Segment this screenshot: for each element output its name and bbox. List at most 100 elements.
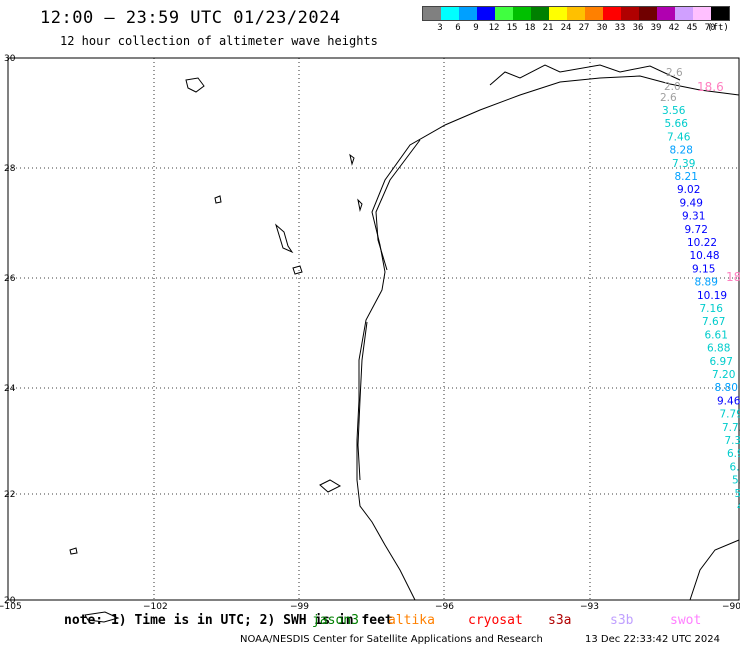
satellite-label-altika: altika [388,613,435,628]
island-2 [275,223,294,254]
swh-label: 4. [737,501,740,513]
footer-note: note: 1) Time is in UTC; 2) SWH is in fe… [64,613,393,628]
y-tick-label: 26 [4,274,16,284]
yucatan-coast [689,539,740,601]
swh-label-faded: 2.6 [660,92,677,104]
lat-lon-grid [8,58,739,600]
island-3 [84,611,120,623]
legend-label: 42 [668,23,680,33]
swh-label: 5. [735,488,740,500]
x-tick-label: −105 [0,602,22,612]
island-4 [69,547,78,555]
y-tick-label: 24 [4,384,16,394]
swh-label: 7.20 [712,369,735,381]
legend-swatch [477,7,495,20]
legend-swatch [513,7,531,20]
legend-swatch [711,7,729,20]
satellite-label-swot: swot [670,613,702,628]
tick-labels: −105 −102 −99 −96 −93 −90 30 28 26 24 22… [0,54,740,612]
legend-swatch [531,7,549,20]
legend-label: 3 [437,23,443,33]
island-5 [319,479,342,493]
legend-label: 70 [704,23,716,33]
swh-label: 5.66 [665,118,689,130]
laguna-madre-shore [357,321,368,481]
swh-label-pink: 18 [726,270,740,284]
y-tick-label: 30 [4,54,16,64]
lake-2 [214,195,222,204]
swh-label: 8.80 [715,382,738,394]
swh-label: 8.28 [670,145,693,157]
swh-label: 6.97 [710,356,733,368]
altimeter-track: 3.565.667.46 8.287.398.219.029.49 9.319.72… [662,105,740,526]
swh-label: 9.49 [680,197,703,209]
swh-label: 8.21 [675,171,698,183]
map-frame [7,57,740,601]
legend-label: 45 [686,23,698,33]
island-7 [357,198,363,212]
faded-labels: 2.6 2.0 2.6 [660,67,683,104]
louisiana-marsh [489,64,681,86]
swh-label: 6.9 [727,448,740,460]
swh-label: 8.89 [695,277,718,289]
color-legend: 3 6 9 12 15 18 21 24 27 30 33 36 39 42 45 70 (ft) [422,6,730,35]
legend-swatch [621,7,639,20]
legend-swatch [675,7,693,20]
satellite-label-cryosat: cryosat [468,613,523,628]
y-tick-label: 20 [4,596,16,606]
page-title: 12:00 — 23:59 UTC 01/23/2024 [40,8,341,28]
swh-label: 7.16 [700,303,724,315]
swh-label: 7.46 [667,131,691,143]
legend-label: 6 [455,23,461,33]
lake-1 [292,265,303,275]
x-tick-label: −99 [290,602,309,612]
swh-label: 5.2 [732,475,740,487]
swh-label: 10.22 [687,237,717,249]
swh-label: 3.56 [662,105,686,117]
legend-label: 30 [596,23,608,33]
swh-label: 10.48 [690,250,720,262]
satellite-label-jason3: jason3 [312,613,359,628]
x-tick-label: −102 [143,602,168,612]
swh-label: 9.15 [692,263,715,275]
legend-swatch [423,7,441,20]
x-tick-label: −93 [580,602,599,612]
legend-labels: 3 6 9 12 15 18 21 24 27 30 33 36 39 42 45 70 (ft) [422,21,730,35]
legend-swatch [603,7,621,20]
y-tick-label: 28 [4,164,16,174]
legend-label: 36 [632,23,644,33]
legend-swatch [549,7,567,20]
pink-labels: 18.6 18 [697,80,740,284]
swh-label-faded: 2.6 [666,67,683,79]
swh-label: 6.0 [730,461,740,473]
credit-timestamp: 13 Dec 22:33:42 UTC 2024 [585,634,720,645]
legend-swatch [639,7,657,20]
swh-label: 6.61 [705,329,728,341]
satellite-label-s3a: s3a [548,613,572,628]
swh-label: 7.67 [702,316,725,328]
swh-label-pink: 18.6 [697,80,724,94]
credit-text: NOAA/NESDIS Center for Satellite Applica… [240,634,543,645]
swh-label: 9.02 [677,184,700,196]
legend-label: 18 [524,23,536,33]
legend-swatch [567,7,585,20]
legend-label: 39 [650,23,662,33]
x-tick-label: −96 [435,602,454,612]
legend-swatch [495,7,513,20]
swh-label: 7.79 [720,409,740,421]
legend-label: 12 [488,23,500,33]
legend-swatches [422,6,730,21]
swh-label: 7.39 [672,158,695,170]
legend-label: 9 [473,23,479,33]
satellite-label-s3b: s3b [610,613,634,628]
legend-label: 27 [578,23,590,33]
legend-swatch [441,7,459,20]
island-1 [185,77,205,93]
island-6 [349,153,355,166]
y-tick-label: 22 [4,490,15,500]
legend-label: 24 [560,23,572,33]
legend-swatch [693,7,711,20]
swh-label: 7.32 [725,435,740,447]
x-tick-label: −90 [722,602,740,612]
swh-label: 9.31 [682,211,705,223]
